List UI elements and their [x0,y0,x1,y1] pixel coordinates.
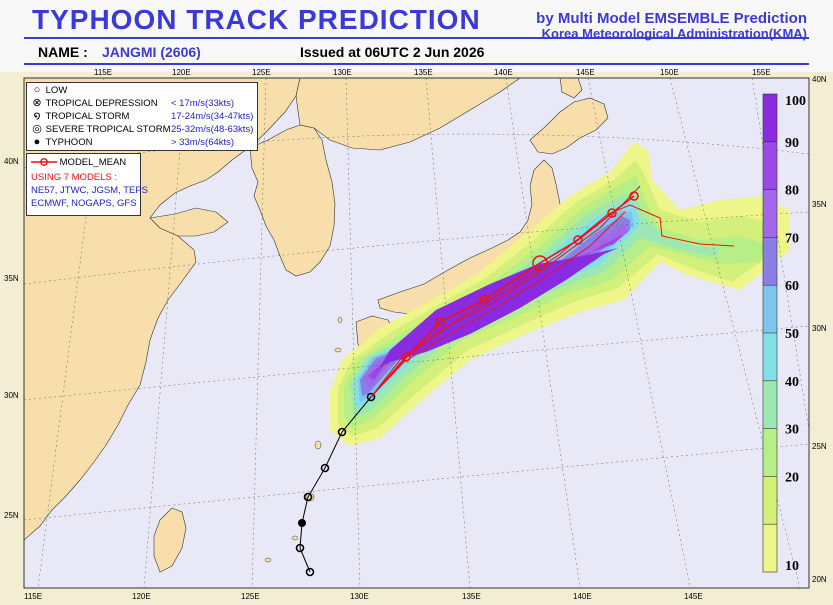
colorbar-label: 50 [785,327,799,342]
lon-tick-top: 140E [494,68,513,77]
lon-tick-top: 120E [172,68,191,77]
legend-row-sts: ◎ SEVERE TROPICAL STORM 25-32m/s(48-63kt… [32,123,254,135]
lon-tick-bottom: 140E [573,592,592,601]
colorbar-label: 20 [785,470,799,485]
track-map: 100 90 80 70 60 50 40 30 20 10 [23,77,810,589]
lat-tick-right: 25N [812,442,827,451]
lat-tick-right: 30N [812,324,827,333]
header: TYPHOON TRACK PREDICTION by Multi Model … [0,0,833,72]
page-title: TYPHOON TRACK PREDICTION [32,4,481,35]
colorbar-segment [763,94,777,143]
colorbar-segment [763,380,777,430]
colorbar-segment [763,333,777,382]
lon-tick-bottom: 145E [684,592,703,601]
land-taiwan [153,507,187,573]
legend-row-mean: MODEL_MEAN [31,157,126,169]
observed-track [295,392,376,577]
typhoon-name: JANGMI (2606) [102,44,201,60]
typhoon-icon: ● [33,136,41,148]
colorbar-label: 100 [785,94,806,109]
lat-tick-left: 25N [4,511,19,520]
colorbar-segment [763,189,777,238]
map-frame [23,77,810,589]
models-count: USING 7 MODELS : [31,172,118,183]
colorbar-segment [763,428,777,477]
colorbar-segment [763,285,777,334]
lon-tick-bottom: 120E [132,592,151,601]
header-rule-top [24,37,809,39]
legend-row-ts: ໑ TROPICAL STORM 17-24m/s(34-47kts) [31,110,253,123]
tropical-depression-icon: ⊗ [32,97,42,109]
land-russia [295,78,521,151]
colorbar-segment [763,141,777,191]
lon-tick-top: 150E [660,68,679,77]
land-hokkaido [529,97,609,155]
lon-tick-top: 130E [333,68,352,77]
models-list-1: NE57, JTWC, JGSM, TEPS [31,185,149,196]
severe-tropical-storm-icon: ◎ [32,123,42,135]
colorbar-segment [763,476,777,525]
colorbar-label: 90 [785,136,799,151]
legend-row-td: ⊗ TROPICAL DEPRESSION < 17m/s(33kts) [32,97,235,109]
lon-tick-bottom: 125E [241,592,260,601]
intensity-legend: ○ LOW ⊗ TROPICAL DEPRESSION < 17m/s(33kt… [26,82,258,151]
lon-tick-bottom: 115E [24,592,43,601]
typhoon-icon [298,519,306,527]
subtitle-ensemble: by Multi Model EMSEMBLE Prediction [536,10,807,27]
lon-tick-top: 155E [752,68,771,77]
header-rule-bottom [24,63,809,65]
lon-tick-bottom: 130E [350,592,369,601]
legend-row-ty: ● TYPHOON > 33m/s(64kts) [31,136,253,149]
low-icon: ○ [33,84,41,96]
tropical-storm-icon: ໑ [33,110,41,122]
colorbar-label: 30 [785,423,799,438]
colorbar-label: 70 [785,231,799,246]
colorbar-label: 80 [785,184,799,199]
lat-tick-left: 40N [4,157,19,166]
lat-tick-right: 20N [812,575,827,584]
colorbar: 100 90 80 70 60 50 40 30 20 10 [762,93,806,574]
model-mean-track [370,191,639,398]
lon-tick-top: 115E [94,68,113,77]
name-label: NAME : [38,44,88,60]
model-legend: MODEL_MEAN USING 7 MODELS : NE57, JTWC, … [26,153,148,216]
land-sakhalin [559,78,583,99]
model-mean-icon [31,158,57,167]
models-list-2: ECMWF, NOGAPS, GFS [31,198,137,209]
graticule [24,78,809,588]
land-luzon [167,587,170,588]
lat-tick-right: 35N [812,200,827,209]
colorbar-segment [763,524,777,573]
lon-tick-top: 135E [414,68,433,77]
legend-row-low: ○ LOW [31,84,68,97]
tropical-storm-icon [295,392,376,577]
lat-tick-right: 40N [812,75,827,84]
issued-time: Issued at 06UTC 2 Jun 2026 [300,44,485,60]
lat-tick-left: 35N [4,274,19,283]
colorbar-label: 10 [785,559,799,574]
lon-tick-top: 145E [576,68,595,77]
colorbar-label: 40 [785,375,799,390]
colorbar-segment [763,237,777,286]
lon-tick-top: 125E [252,68,271,77]
lon-tick-bottom: 135E [462,592,481,601]
lat-tick-left: 30N [4,391,19,400]
land-shandong [149,207,229,237]
colorbar-label: 60 [785,279,799,294]
